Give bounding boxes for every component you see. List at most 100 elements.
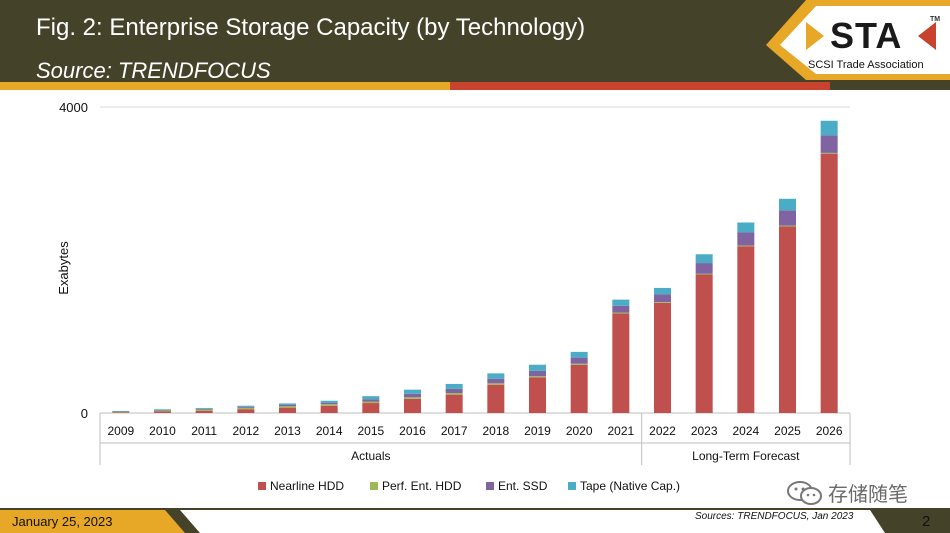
bar-segment <box>362 403 380 413</box>
bar-segment <box>570 363 588 365</box>
bar-segment <box>820 135 838 153</box>
slide-subtitle: Source: TRENDFOCUS <box>36 58 271 83</box>
bar-segment <box>154 410 171 412</box>
x-tick-label: 2022 <box>649 424 676 438</box>
x-tick-label: 2021 <box>607 424 634 438</box>
bar-segment <box>112 412 130 413</box>
bar-segment <box>654 294 671 303</box>
bar-segment <box>529 370 546 377</box>
x-tick-label: 2013 <box>274 424 301 438</box>
bar-segment <box>320 402 338 405</box>
bar-segment <box>362 399 380 402</box>
legend-label: Nearline HDD <box>270 479 344 493</box>
bar-segment <box>570 364 588 413</box>
footer-date: January 25, 2023 <box>12 514 113 529</box>
group-label: Actuals <box>351 449 390 463</box>
x-tick-label: 2026 <box>816 424 843 438</box>
logo-arrow-left-icon <box>806 22 824 50</box>
bar-segment <box>654 287 671 295</box>
bar-segment <box>820 120 838 136</box>
y-axis-label: Exabytes <box>56 241 71 295</box>
bar-segment <box>487 373 505 379</box>
watermark-text: 存储随笔 <box>828 484 908 506</box>
bar-segment <box>154 410 171 411</box>
bar-segment <box>404 389 421 394</box>
legend-swatch <box>568 482 576 490</box>
bar-segment <box>737 245 755 247</box>
x-tick-label: 2017 <box>441 424 468 438</box>
bar-segment <box>195 410 213 413</box>
bar-segment <box>529 377 546 413</box>
bar-segment <box>237 409 255 413</box>
logo-trademark: TM <box>930 16 941 23</box>
bar-segment <box>612 299 630 306</box>
x-tick-label: 2018 <box>482 424 509 438</box>
bar-segment <box>695 254 713 264</box>
bar-segment <box>737 246 755 413</box>
bar-segment <box>737 232 755 246</box>
bar-segment <box>654 302 671 413</box>
bar-segment <box>737 222 755 233</box>
x-tick-label: 2023 <box>691 424 718 438</box>
sta-logo <box>766 0 950 80</box>
x-tick-label: 2016 <box>399 424 426 438</box>
bar-segment <box>487 384 505 413</box>
legend-swatch <box>258 482 266 490</box>
page-number: 2 <box>922 513 931 530</box>
header-accent-gold <box>0 82 450 90</box>
x-tick-label: 2024 <box>732 424 759 438</box>
legend-label: Tape (Native Cap.) <box>580 479 680 493</box>
bar-segment <box>195 409 213 411</box>
bar-segment <box>362 401 380 404</box>
header-accent-red <box>450 82 830 90</box>
bar-segment <box>195 408 213 410</box>
bar-segment <box>695 274 713 413</box>
bar-segment <box>112 411 130 412</box>
bar-segment <box>112 411 130 413</box>
bar-segment <box>612 305 630 313</box>
bar-segment <box>404 397 421 399</box>
legend-label: Ent. SSD <box>498 479 548 493</box>
bar-segment <box>779 226 796 413</box>
bar-segment <box>279 403 296 405</box>
bar-segment <box>529 364 546 371</box>
bar-segment <box>445 383 463 389</box>
bar-segment <box>570 351 588 358</box>
bar-segment <box>779 225 796 227</box>
bar-segment <box>820 152 838 154</box>
legend-swatch <box>486 482 494 490</box>
bar-segment <box>779 198 796 211</box>
bar-segment <box>695 263 713 274</box>
bar-segment <box>237 406 255 408</box>
bar-segment <box>112 411 130 412</box>
bar-segment <box>570 357 588 364</box>
bar-segment <box>237 407 255 410</box>
bar-segment <box>820 153 838 413</box>
bar-segment <box>404 393 421 398</box>
slide-title: Fig. 2: Enterprise Storage Capacity (by … <box>36 14 586 41</box>
footer-bar <box>0 508 950 533</box>
bar-segment <box>695 273 713 275</box>
bar-segment <box>279 406 296 408</box>
logo-mark: STA <box>830 15 903 56</box>
bar-segment <box>237 405 255 407</box>
bar-segment <box>445 388 463 394</box>
bar-segment <box>612 313 630 413</box>
x-tick-label: 2009 <box>107 424 134 438</box>
bar-segment <box>154 409 171 411</box>
legend-label: Perf. Ent. HDD <box>382 479 462 493</box>
bar-segment <box>362 396 380 400</box>
x-tick-label: 2019 <box>524 424 551 438</box>
bar-segment <box>529 376 546 378</box>
y-tick-label: 4000 <box>59 100 88 115</box>
bar-segment <box>154 411 171 413</box>
y-tick-label: 0 <box>81 406 88 421</box>
bar-segment <box>320 405 338 413</box>
bar-segment <box>279 404 296 407</box>
x-tick-label: 2014 <box>316 424 343 438</box>
x-tick-label: 2015 <box>357 424 384 438</box>
footer-sources: Sources: TRENDFOCUS, Jan 2023 <box>695 511 854 522</box>
legend-swatch <box>370 482 378 490</box>
bar-segment <box>654 302 671 303</box>
x-tick-label: 2010 <box>149 424 176 438</box>
